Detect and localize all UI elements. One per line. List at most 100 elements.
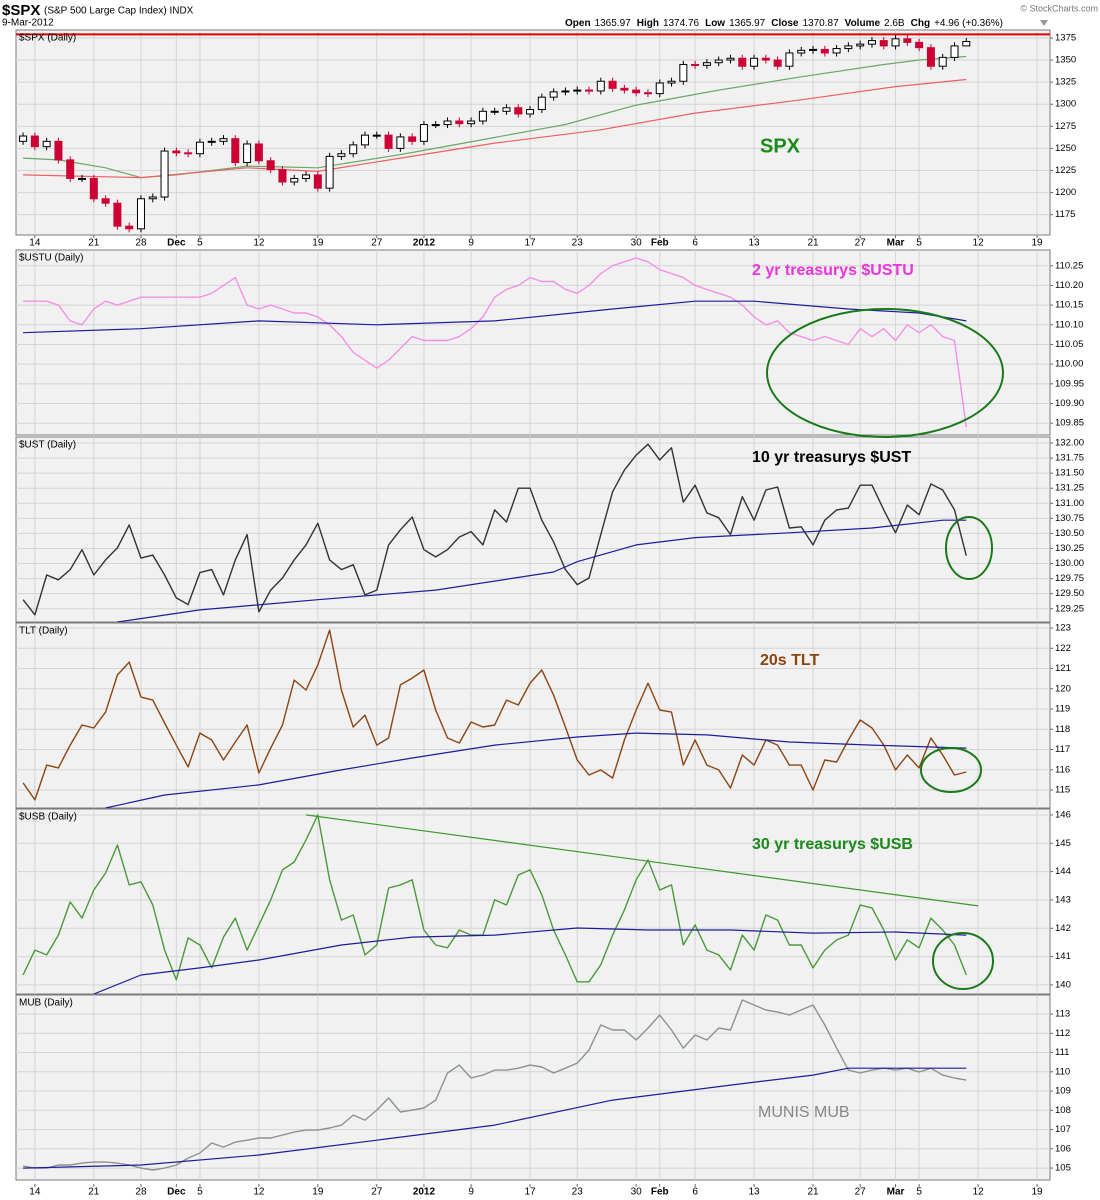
x-tick-label: 12 bbox=[973, 1187, 985, 1198]
candle-body bbox=[231, 138, 240, 164]
highlight-ellipse bbox=[945, 516, 993, 580]
y-tick-label: 130.00 bbox=[1055, 558, 1084, 569]
dropdown-icon bbox=[1040, 20, 1048, 26]
quote-label: Close bbox=[771, 18, 799, 29]
candle-body bbox=[372, 134, 381, 137]
y-tick-label: 109.85 bbox=[1055, 418, 1084, 429]
y-tick-label: 109 bbox=[1055, 1086, 1071, 1097]
x-tick-label: 14 bbox=[29, 238, 41, 249]
annotation: SPX bbox=[760, 135, 801, 157]
quote-label: Volume bbox=[845, 18, 881, 29]
x-tick-label: 21 bbox=[88, 1187, 100, 1198]
price-line bbox=[22, 443, 967, 616]
candle-body bbox=[384, 134, 393, 149]
x-tick-label: 5 bbox=[916, 238, 922, 249]
x-tick-label: 12 bbox=[973, 238, 985, 249]
candle-body bbox=[915, 41, 924, 49]
candle-body bbox=[207, 140, 216, 143]
x-tick-label: 19 bbox=[312, 1187, 324, 1198]
quote-value: 1374.76 bbox=[663, 18, 700, 29]
y-tick-label: 1375 bbox=[1055, 32, 1076, 43]
x-tick-label: 28 bbox=[135, 1187, 147, 1198]
candle-body bbox=[809, 48, 818, 51]
quote-label: Open bbox=[565, 18, 591, 29]
moving-average bbox=[23, 1067, 967, 1169]
y-tick-label: 129.25 bbox=[1055, 603, 1084, 614]
y-tick-label: 109.95 bbox=[1055, 378, 1084, 389]
quote-label: Chg bbox=[911, 18, 930, 29]
candle-body bbox=[325, 155, 334, 189]
annotation-overlay bbox=[766, 308, 1004, 990]
candle-body bbox=[844, 45, 853, 50]
candle-body bbox=[879, 40, 888, 47]
panel-background bbox=[15, 249, 1051, 436]
highlight-ellipse bbox=[920, 747, 982, 793]
candle-body bbox=[349, 144, 358, 155]
candle-body bbox=[278, 169, 287, 183]
annotation: 30 yr treasurys $USB bbox=[752, 836, 913, 853]
y-tick-label: 116 bbox=[1055, 764, 1070, 775]
x-tick-label: 23 bbox=[572, 238, 584, 249]
candle-body bbox=[290, 177, 299, 183]
date: 9-Mar-2012 bbox=[2, 18, 54, 29]
y-tick-label: 145 bbox=[1055, 838, 1071, 849]
x-tick-label: 17 bbox=[524, 238, 536, 249]
x-tick-label: 17 bbox=[524, 1187, 536, 1198]
candle-body bbox=[195, 141, 204, 155]
price-line bbox=[22, 629, 967, 801]
x-tick-label: 5 bbox=[197, 238, 203, 249]
y-tick-label: 110.05 bbox=[1055, 339, 1083, 350]
annotation: 2 yr treasurys $USTU bbox=[752, 262, 914, 279]
y-tick-label: 112 bbox=[1055, 1028, 1070, 1039]
candle-body bbox=[431, 124, 440, 127]
y-tick-label: 146 bbox=[1055, 809, 1071, 820]
x-tick-label: 21 bbox=[807, 238, 819, 249]
candle-body bbox=[467, 120, 476, 125]
annotation: 10 yr treasurys $UST bbox=[752, 449, 911, 466]
y-tick-label: 142 bbox=[1055, 923, 1071, 934]
x-tick-label: 23 bbox=[572, 1187, 584, 1198]
y-tick-label: 109.90 bbox=[1055, 398, 1084, 409]
x-tick-label: 27 bbox=[855, 238, 867, 249]
quote-value: +4.96 (+0.36%) bbox=[934, 18, 1003, 29]
y-tick-label: 111 bbox=[1055, 1047, 1069, 1058]
x-tick-label: 13 bbox=[749, 238, 761, 249]
y-tick-label: 113 bbox=[1055, 1009, 1070, 1020]
y-tick-label: 130.25 bbox=[1055, 543, 1084, 554]
y-tick-label: 119 bbox=[1055, 704, 1070, 715]
panel-title: $USTU (Daily) bbox=[19, 253, 83, 264]
moving-average bbox=[23, 78, 967, 179]
candle-body bbox=[537, 96, 546, 111]
quote-value: 1365.97 bbox=[729, 18, 766, 29]
x-tick-label: 2012 bbox=[413, 1187, 436, 1198]
trend-line bbox=[305, 814, 979, 907]
candle-body bbox=[691, 63, 700, 66]
highlight-ellipse bbox=[932, 932, 994, 990]
panel-title: $USB (Daily) bbox=[19, 812, 77, 823]
candle-body bbox=[101, 198, 110, 204]
x-tick-label: 5 bbox=[916, 1187, 922, 1198]
candle-body bbox=[266, 160, 275, 171]
candle-body bbox=[702, 62, 711, 66]
panel-title: $UST (Daily) bbox=[19, 440, 76, 451]
x-tick-label: 19 bbox=[312, 238, 324, 249]
y-tick-label: 123 bbox=[1055, 623, 1071, 634]
y-tick-label: 131.75 bbox=[1055, 453, 1084, 464]
candle-body bbox=[773, 59, 782, 67]
candle-body bbox=[856, 43, 865, 47]
candle-body bbox=[526, 109, 535, 115]
x-tick-label: 12 bbox=[253, 1187, 265, 1198]
quote-label: Low bbox=[705, 18, 725, 29]
y-tick-label: 143 bbox=[1055, 894, 1071, 905]
candle-body bbox=[19, 135, 28, 142]
candle-body bbox=[136, 198, 145, 230]
candle-body bbox=[30, 135, 39, 148]
candle-body bbox=[950, 45, 959, 58]
symbol: $SPX bbox=[2, 2, 40, 19]
candle-body bbox=[714, 59, 723, 64]
x-tick-label: 21 bbox=[88, 238, 100, 249]
copyright: © StockCharts.com bbox=[1020, 3, 1098, 13]
y-tick-label: 106 bbox=[1055, 1143, 1071, 1154]
